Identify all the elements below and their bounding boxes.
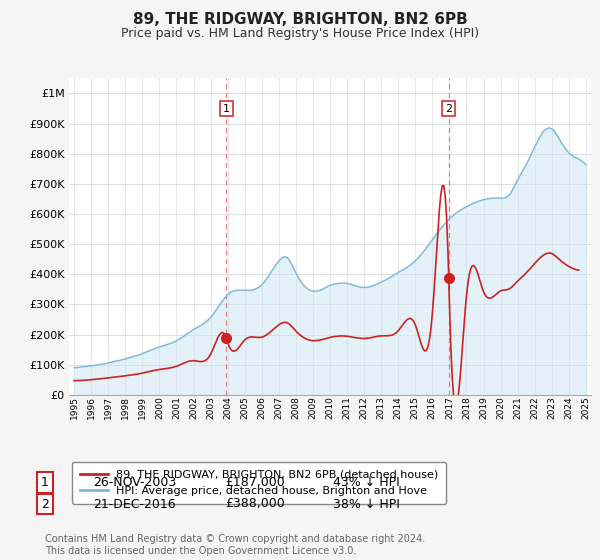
Text: 89, THE RIDGWAY, BRIGHTON, BN2 6PB: 89, THE RIDGWAY, BRIGHTON, BN2 6PB [133, 12, 467, 27]
Text: 2: 2 [41, 497, 49, 511]
Text: 2: 2 [445, 104, 452, 114]
Text: £388,000: £388,000 [225, 497, 285, 511]
Text: 43% ↓ HPI: 43% ↓ HPI [333, 476, 400, 489]
Text: 1: 1 [223, 104, 230, 114]
Text: 38% ↓ HPI: 38% ↓ HPI [333, 497, 400, 511]
Text: 21-DEC-2016: 21-DEC-2016 [93, 497, 176, 511]
Text: 1: 1 [41, 476, 49, 489]
Legend: 89, THE RIDGWAY, BRIGHTON, BN2 6PB (detached house), HPI: Average price, detache: 89, THE RIDGWAY, BRIGHTON, BN2 6PB (deta… [72, 462, 446, 504]
Text: Contains HM Land Registry data © Crown copyright and database right 2024.
This d: Contains HM Land Registry data © Crown c… [45, 534, 425, 556]
Text: 26-NOV-2003: 26-NOV-2003 [93, 476, 176, 489]
Text: Price paid vs. HM Land Registry's House Price Index (HPI): Price paid vs. HM Land Registry's House … [121, 27, 479, 40]
Text: £187,000: £187,000 [225, 476, 285, 489]
